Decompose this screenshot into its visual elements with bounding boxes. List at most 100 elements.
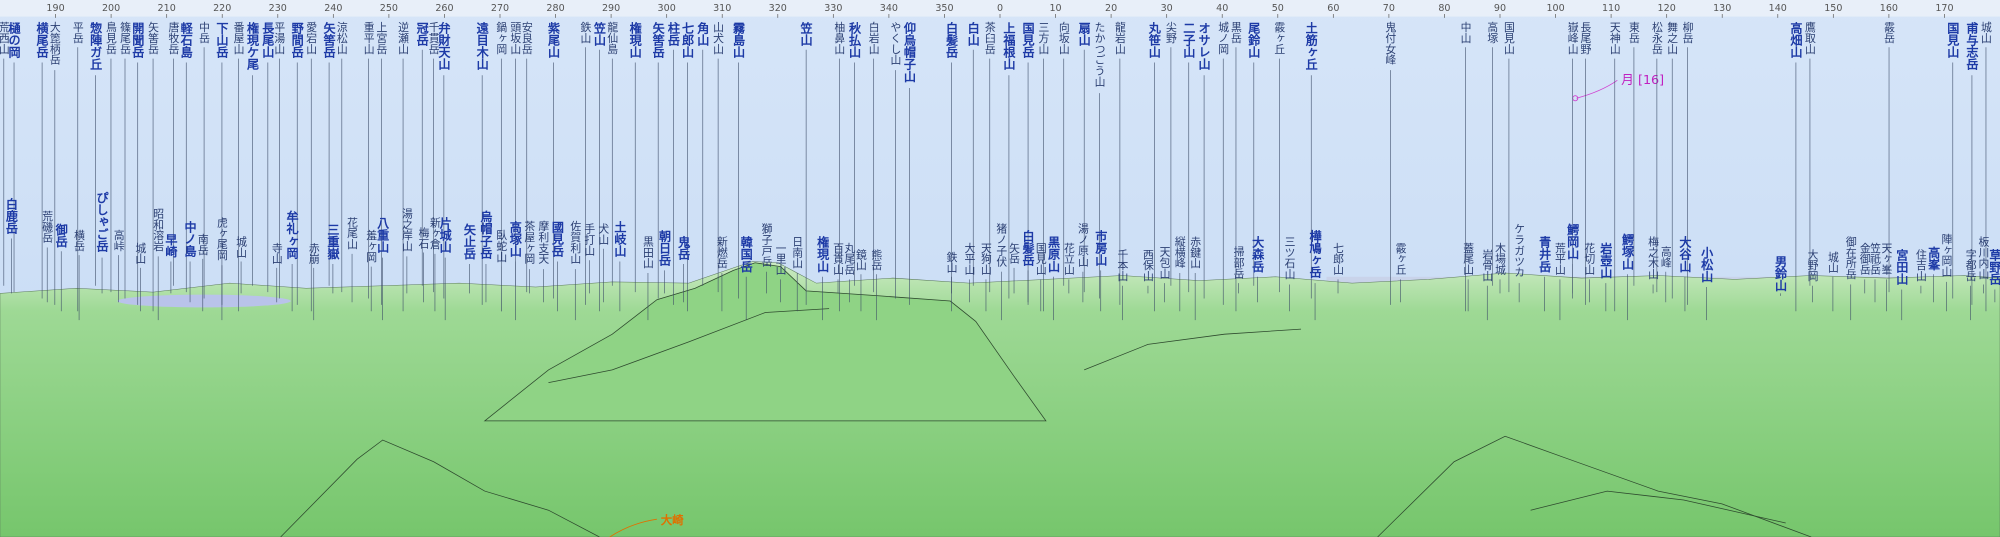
peak-label: 樺鳩ヶ岳: [1308, 228, 1322, 278]
compass-label: 90: [1494, 3, 1506, 14]
peak-label: 高塚: [1486, 20, 1499, 44]
peak-label: 早崎: [164, 233, 178, 258]
peak-label: 湯ノ原山: [1076, 223, 1089, 267]
peak-label: 虎ヶ尾岡: [215, 216, 228, 261]
peak-label: 高峠: [112, 228, 125, 252]
peak-label: 東岳: [1627, 21, 1640, 43]
peak-label: 黒田山: [641, 236, 654, 269]
peak-label: 宮田山: [1895, 247, 1909, 285]
compass-label: 40: [1216, 3, 1228, 14]
peak-label: 長尾山: [261, 20, 275, 58]
peak-label: 鰐塚山: [1621, 232, 1635, 270]
compass-label: 50: [1272, 3, 1284, 14]
compass-label: 290: [602, 3, 620, 14]
compass-label: 20: [1105, 3, 1117, 14]
peak-label: 唐牧岳: [167, 20, 180, 54]
peak-label: 国見山: [1034, 242, 1047, 275]
peak-label: 金御岳: [1858, 242, 1871, 275]
compass-label: 270: [491, 3, 509, 14]
peak-label: 草野岳: [1988, 247, 2000, 285]
peak-label: 大平山: [963, 241, 976, 275]
compass-label: 130: [1713, 3, 1731, 14]
peak-label: 白岩山: [867, 20, 880, 54]
peak-label: 霰岳: [1883, 21, 1896, 43]
peak-label: たかつごう山: [1093, 21, 1106, 87]
peak-label: オサレ山: [1197, 21, 1211, 70]
peak-label: 花立山: [1062, 242, 1075, 275]
peak-label: 住吉山: [1914, 247, 1927, 281]
peak-label: 白山: [966, 20, 980, 46]
peak-label: 南岳: [196, 233, 209, 255]
peak-label: 中山: [1459, 21, 1472, 43]
peak-label: 寺山: [270, 242, 283, 264]
peak-label: 松永岳: [1650, 20, 1663, 54]
compass-label: 310: [713, 3, 731, 14]
peak-label: 矢筈岳: [322, 20, 336, 58]
peak-label: 篠尾岳: [119, 20, 132, 54]
compass-label: 250: [380, 3, 398, 14]
peak-label: 二子山: [1182, 22, 1196, 59]
peak-label: 赤鍵山: [1189, 236, 1202, 269]
peak-label: 小松山: [1700, 245, 1714, 283]
peak-label: 矢岳: [1008, 241, 1021, 264]
peak-label: 紫尾山: [547, 20, 561, 58]
peak-label: 頭坂山: [509, 21, 522, 54]
peak-label: 舞之山: [1666, 20, 1679, 54]
peak-label: 鳥見岳: [104, 20, 117, 54]
peak-label: 荒磯岳: [41, 210, 54, 243]
peak-label: 新ヶ倉: [428, 216, 441, 250]
peak-label: 横岳: [73, 228, 86, 251]
peak-label: 朝日岳: [658, 228, 672, 266]
peak-label: 龍岩山: [1113, 20, 1126, 54]
compass-label: 140: [1769, 3, 1787, 14]
peak-label: 横尾岳: [35, 20, 49, 58]
peak-label: 鉄山: [579, 21, 592, 43]
compass-label: 320: [769, 3, 787, 14]
peak-label: 惣陣ガ丘: [89, 20, 103, 70]
peak-label: 大野岡: [1806, 247, 1819, 282]
peak-label: 青井岳: [1538, 235, 1552, 273]
peak-label: 白髪岳: [1021, 228, 1035, 266]
peak-label: 弁財天山: [437, 20, 451, 70]
compass-label: 300: [658, 3, 676, 14]
peak-label: 矢筈岳: [651, 20, 665, 58]
compass-label: 240: [324, 3, 342, 14]
ridge-line: [1377, 435, 1812, 537]
peak-label: 荒西山: [0, 21, 10, 54]
compass-label: 70: [1383, 3, 1395, 14]
peak-label: 重平山: [362, 20, 375, 54]
peak-label: 三方山: [1037, 22, 1050, 55]
peak-label: 鰐岡山: [1566, 222, 1580, 260]
peak-label: 花切山: [1583, 242, 1596, 275]
peak-label: 上福根山: [1002, 20, 1016, 70]
peak-label: 扇山: [1077, 20, 1091, 46]
ridge-line: [1530, 490, 1786, 524]
peak-label: 天包山: [1158, 246, 1171, 279]
peak-label: 笠山: [592, 20, 606, 46]
lake: [117, 294, 291, 308]
peak-label: 梅石: [417, 226, 430, 249]
peak-label: 白髪岳: [945, 20, 959, 58]
peak-label: 高畑山: [1789, 20, 1803, 58]
peak-label: 龍仙島: [606, 20, 619, 55]
peak-label: 臥蛇山: [495, 229, 508, 262]
peak-label: 愛宕山: [305, 21, 318, 54]
peak-label: 矢止岳: [462, 222, 476, 260]
peak-label: 権現山: [628, 20, 642, 58]
peak-label: 開聞岳: [131, 21, 145, 58]
peak-label: 軽石島: [179, 20, 193, 58]
peak-label: 山犬山: [712, 21, 725, 54]
peak-label: やくし山: [889, 21, 902, 65]
peak-label: 秋払山: [848, 20, 862, 58]
compass-label: 260: [435, 3, 453, 14]
peak-label: 梅之木山: [1647, 235, 1660, 280]
peak-label: 天ヶ峯: [1880, 242, 1893, 275]
peak-label: 千本山: [1116, 248, 1129, 281]
peak-label: 八重山: [376, 216, 390, 253]
compass-label: 350: [935, 3, 953, 14]
peak-label: 角山: [696, 20, 710, 46]
peak-label: 城山: [134, 242, 147, 264]
peak-label: 手打山: [583, 222, 596, 256]
peak-label: 霰ヶ丘: [1273, 21, 1286, 54]
moon-label: 月 [16]: [1621, 73, 1664, 88]
